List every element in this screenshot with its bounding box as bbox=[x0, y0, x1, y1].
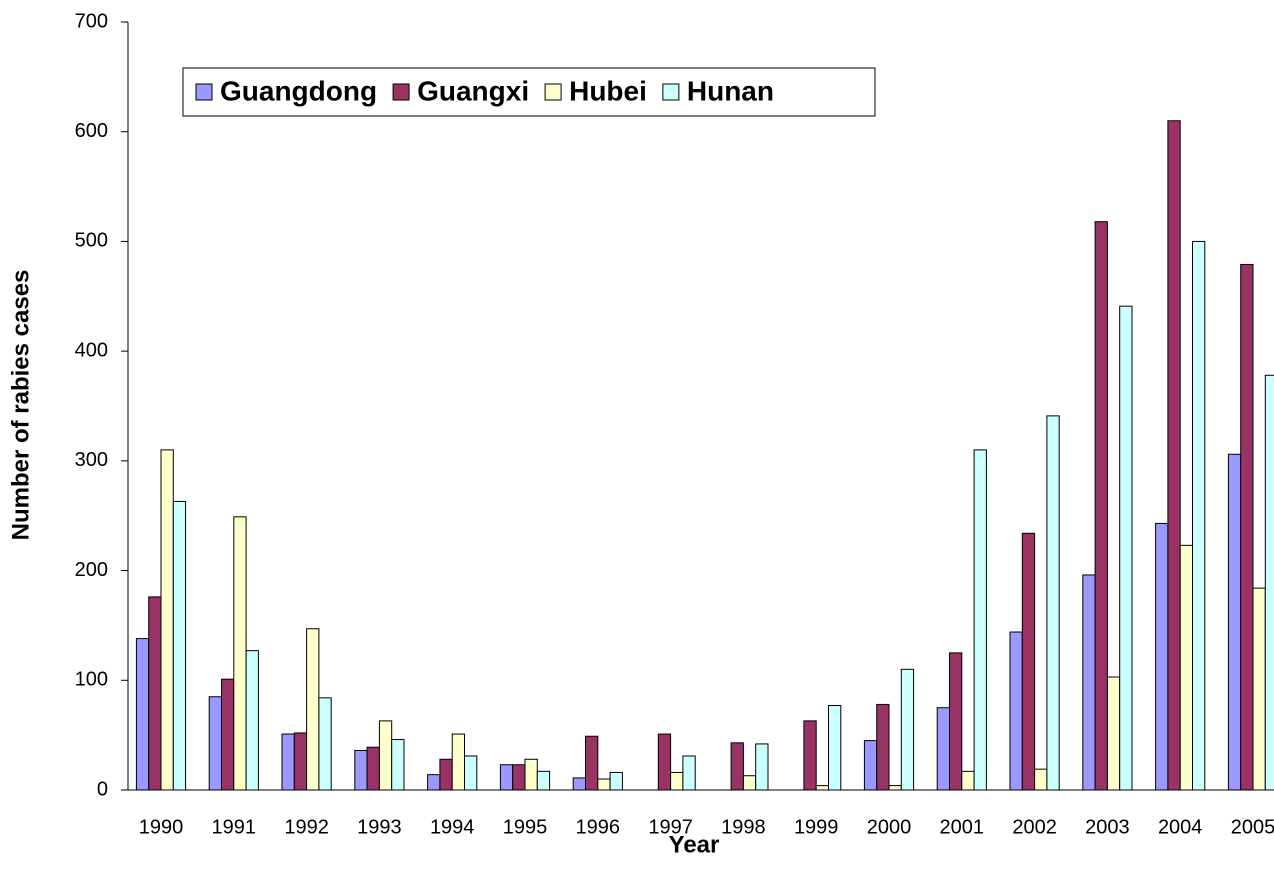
bar bbox=[815, 785, 830, 791]
bar bbox=[524, 758, 538, 791]
bar bbox=[427, 774, 441, 791]
bar bbox=[572, 777, 587, 791]
bar bbox=[354, 750, 368, 791]
bar bbox=[391, 739, 405, 791]
bar bbox=[293, 732, 308, 791]
bar bbox=[366, 746, 380, 791]
bar bbox=[876, 703, 890, 791]
y-tick-label: 500 bbox=[75, 230, 108, 252]
x-tick-label: 1999 bbox=[794, 816, 839, 838]
bar bbox=[597, 778, 611, 791]
x-tick-label: 1990 bbox=[139, 816, 184, 838]
bar bbox=[378, 720, 393, 791]
bar bbox=[936, 707, 951, 791]
y-tick-label: 0 bbox=[97, 778, 108, 800]
bar bbox=[1034, 768, 1048, 791]
legend-swatch bbox=[544, 83, 562, 101]
bar bbox=[863, 740, 878, 791]
bar bbox=[135, 638, 150, 791]
bar bbox=[208, 696, 222, 791]
bar bbox=[1094, 221, 1108, 791]
legend-label: Hubei bbox=[569, 75, 647, 106]
bar bbox=[148, 596, 162, 791]
bar bbox=[160, 449, 174, 791]
bar bbox=[682, 755, 696, 791]
x-tick-label: 1997 bbox=[648, 816, 693, 838]
bar bbox=[1119, 305, 1133, 791]
y-tick-label: 100 bbox=[75, 669, 108, 691]
bar bbox=[1021, 532, 1036, 791]
x-tick-label: 1994 bbox=[430, 816, 475, 838]
y-tick-label: 400 bbox=[75, 339, 108, 361]
bar bbox=[318, 697, 332, 791]
bar bbox=[499, 764, 514, 791]
bar bbox=[451, 733, 466, 791]
bar bbox=[1167, 120, 1181, 791]
x-tick-label: 2000 bbox=[867, 816, 912, 838]
bar bbox=[1192, 240, 1206, 791]
x-tick-label: 2003 bbox=[1085, 816, 1130, 838]
x-axis-label: Year bbox=[669, 831, 720, 858]
x-tick-label: 1998 bbox=[721, 816, 766, 838]
bar bbox=[742, 775, 757, 791]
bar bbox=[245, 650, 259, 791]
bar bbox=[585, 735, 599, 791]
bar bbox=[888, 785, 902, 791]
y-tick-label: 300 bbox=[75, 449, 108, 471]
bar bbox=[670, 771, 684, 791]
bar bbox=[172, 500, 187, 791]
legend bbox=[182, 67, 876, 117]
y-tick-label: 600 bbox=[75, 120, 108, 142]
bar bbox=[1155, 522, 1169, 791]
legend-swatch bbox=[392, 83, 410, 101]
x-tick-label: 1993 bbox=[357, 816, 402, 838]
bar bbox=[961, 770, 975, 791]
bar bbox=[1264, 374, 1274, 791]
bar bbox=[1106, 676, 1121, 791]
legend-swatch bbox=[662, 83, 680, 101]
bar bbox=[439, 758, 453, 791]
bar bbox=[973, 449, 987, 791]
bar bbox=[900, 668, 915, 791]
bar bbox=[512, 764, 526, 791]
bar bbox=[949, 652, 963, 791]
bar bbox=[221, 678, 235, 791]
x-tick-label: 2002 bbox=[1012, 816, 1057, 838]
x-tick-label: 1996 bbox=[576, 816, 621, 838]
bar bbox=[1227, 453, 1242, 791]
bar bbox=[464, 755, 478, 791]
bar bbox=[281, 733, 295, 791]
bar bbox=[1009, 631, 1023, 791]
y-tick-label: 200 bbox=[75, 559, 108, 581]
legend-label: Guangdong bbox=[220, 75, 377, 106]
bar bbox=[803, 720, 817, 791]
y-axis-label: Number of rabies cases bbox=[7, 270, 34, 541]
x-tick-label: 2004 bbox=[1158, 816, 1203, 838]
bar bbox=[755, 743, 769, 791]
bar bbox=[233, 516, 247, 791]
y-tick-label: 700 bbox=[75, 10, 108, 32]
bar bbox=[609, 771, 623, 791]
legend-label: Guangxi bbox=[417, 75, 529, 106]
x-tick-label: 1991 bbox=[212, 816, 257, 838]
bar bbox=[1252, 587, 1266, 791]
bar bbox=[1082, 574, 1096, 791]
bar bbox=[306, 628, 320, 791]
bar bbox=[1046, 415, 1060, 791]
legend-swatch bbox=[195, 83, 213, 101]
legend-label: Hunan bbox=[687, 75, 774, 106]
bar bbox=[1240, 263, 1254, 791]
bar bbox=[1179, 544, 1193, 791]
bar bbox=[730, 742, 744, 791]
bar bbox=[828, 705, 842, 791]
x-tick-label: 1992 bbox=[284, 816, 329, 838]
bar bbox=[536, 770, 551, 791]
x-tick-label: 2001 bbox=[940, 816, 985, 838]
x-tick-label: 1995 bbox=[503, 816, 548, 838]
bar bbox=[657, 733, 672, 791]
x-tick-label: 2005 bbox=[1231, 816, 1274, 838]
